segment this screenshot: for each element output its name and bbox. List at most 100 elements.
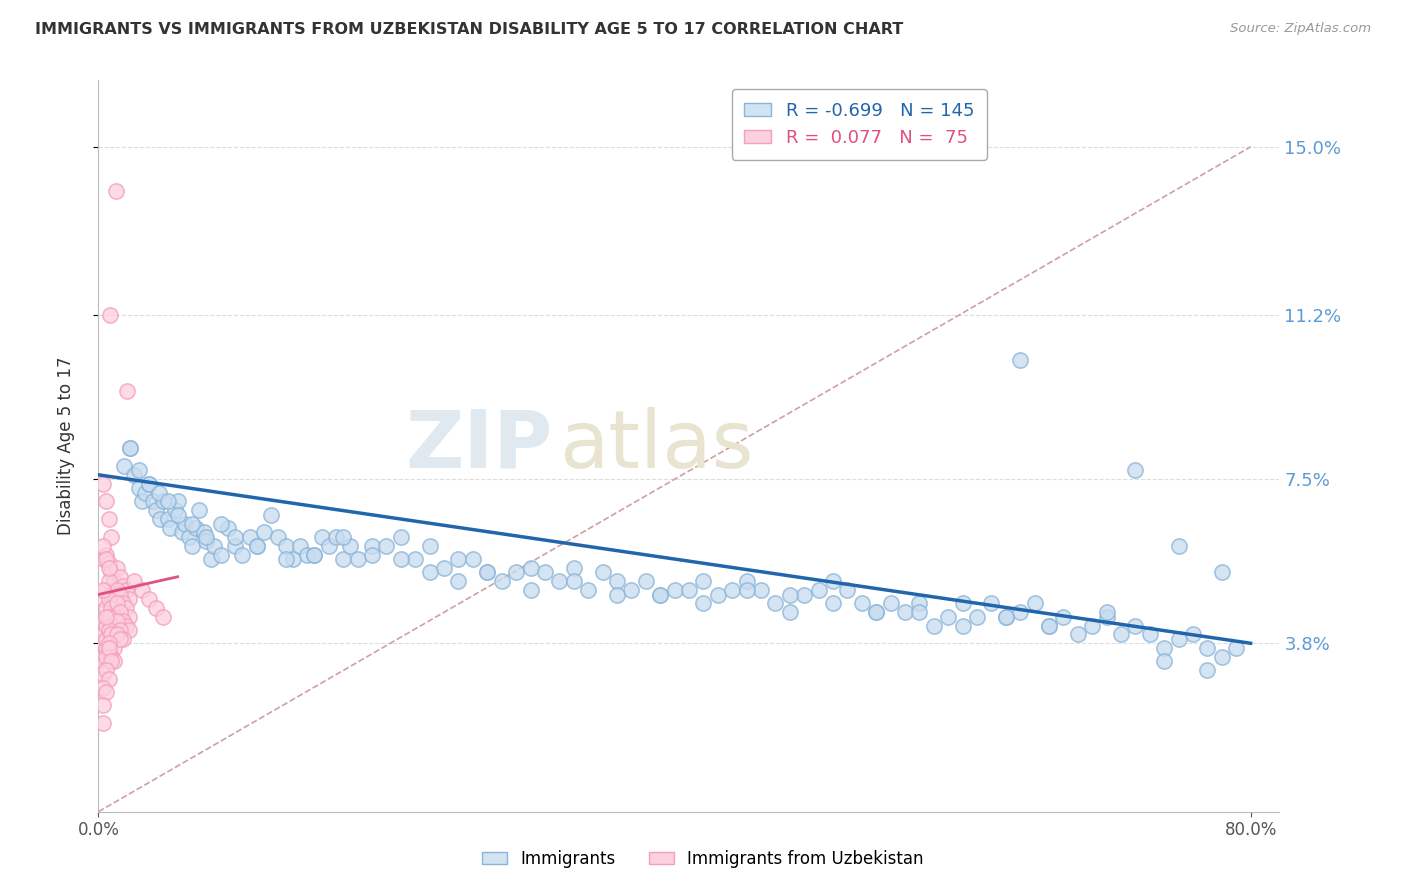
Point: [253, 525, 276, 540]
Point: [1139, 627, 1161, 641]
Point: [865, 605, 887, 619]
Point: [97, 609, 120, 624]
Y-axis label: Disability Age 5 to 17: Disability Age 5 to 17: [56, 357, 75, 535]
Point: [209, 548, 232, 562]
Point: [152, 609, 174, 624]
Point: [1125, 618, 1147, 632]
Point: [128, 481, 150, 495]
Point: [195, 530, 218, 544]
Point: [118, 591, 141, 606]
Point: [274, 539, 297, 553]
Point: [389, 552, 412, 566]
Point: [433, 561, 456, 575]
Point: [735, 574, 758, 589]
Point: [779, 605, 801, 619]
Legend: Immigrants, Immigrants from Uzbekistan: Immigrants, Immigrants from Uzbekistan: [475, 844, 931, 875]
Point: [318, 539, 340, 553]
Point: [103, 574, 125, 589]
Point: [103, 627, 125, 641]
Point: [576, 583, 599, 598]
Point: [375, 539, 398, 553]
Point: [311, 530, 333, 544]
Text: ZIP: ZIP: [406, 407, 553, 485]
Point: [664, 583, 686, 598]
Point: [105, 627, 128, 641]
Point: [650, 587, 672, 601]
Point: [94, 649, 117, 664]
Point: [1225, 640, 1247, 655]
Point: [97, 557, 120, 571]
Point: [779, 587, 801, 601]
Point: [91, 649, 114, 664]
Point: [288, 539, 311, 553]
Point: [94, 600, 117, 615]
Point: [1125, 463, 1147, 477]
Point: [980, 596, 1002, 610]
Point: [1153, 654, 1175, 668]
Point: [94, 494, 117, 508]
Point: [131, 583, 153, 598]
Point: [114, 583, 136, 598]
Point: [103, 609, 125, 624]
Point: [105, 583, 128, 598]
Point: [134, 485, 156, 500]
Point: [606, 574, 628, 589]
Point: [1010, 605, 1032, 619]
Point: [148, 485, 170, 500]
Point: [332, 552, 354, 566]
Point: [186, 521, 208, 535]
Point: [159, 521, 181, 535]
Point: [1010, 352, 1032, 367]
Point: [118, 609, 141, 624]
Point: [104, 184, 127, 198]
Point: [1095, 609, 1118, 624]
Point: [519, 583, 541, 598]
Point: [114, 618, 136, 632]
Point: [274, 552, 297, 566]
Point: [108, 570, 131, 584]
Point: [195, 534, 218, 549]
Point: [1052, 609, 1074, 624]
Point: [837, 583, 859, 598]
Point: [1211, 649, 1233, 664]
Point: [103, 654, 125, 668]
Point: [477, 566, 499, 580]
Point: [100, 627, 122, 641]
Point: [163, 503, 186, 517]
Point: [100, 654, 122, 668]
Point: [100, 566, 122, 580]
Point: [1197, 663, 1219, 677]
Point: [419, 566, 441, 580]
Point: [304, 548, 326, 562]
Point: [865, 605, 887, 619]
Point: [1153, 640, 1175, 655]
Point: [138, 476, 160, 491]
Point: [124, 574, 146, 589]
Point: [793, 587, 815, 601]
Point: [111, 632, 134, 646]
Point: [908, 605, 931, 619]
Point: [91, 614, 114, 628]
Point: [108, 632, 131, 646]
Point: [124, 467, 146, 482]
Point: [692, 574, 714, 589]
Point: [179, 530, 201, 544]
Point: [170, 525, 193, 540]
Point: [91, 552, 114, 566]
Point: [239, 530, 262, 544]
Point: [1197, 640, 1219, 655]
Point: [91, 698, 114, 713]
Point: [1167, 632, 1189, 646]
Point: [94, 632, 117, 646]
Point: [145, 503, 167, 517]
Point: [821, 596, 844, 610]
Point: [1038, 618, 1060, 632]
Point: [200, 552, 222, 566]
Point: [156, 494, 179, 508]
Point: [111, 579, 134, 593]
Point: [100, 618, 122, 632]
Point: [91, 583, 114, 598]
Point: [149, 512, 172, 526]
Point: [193, 525, 215, 540]
Point: [103, 596, 125, 610]
